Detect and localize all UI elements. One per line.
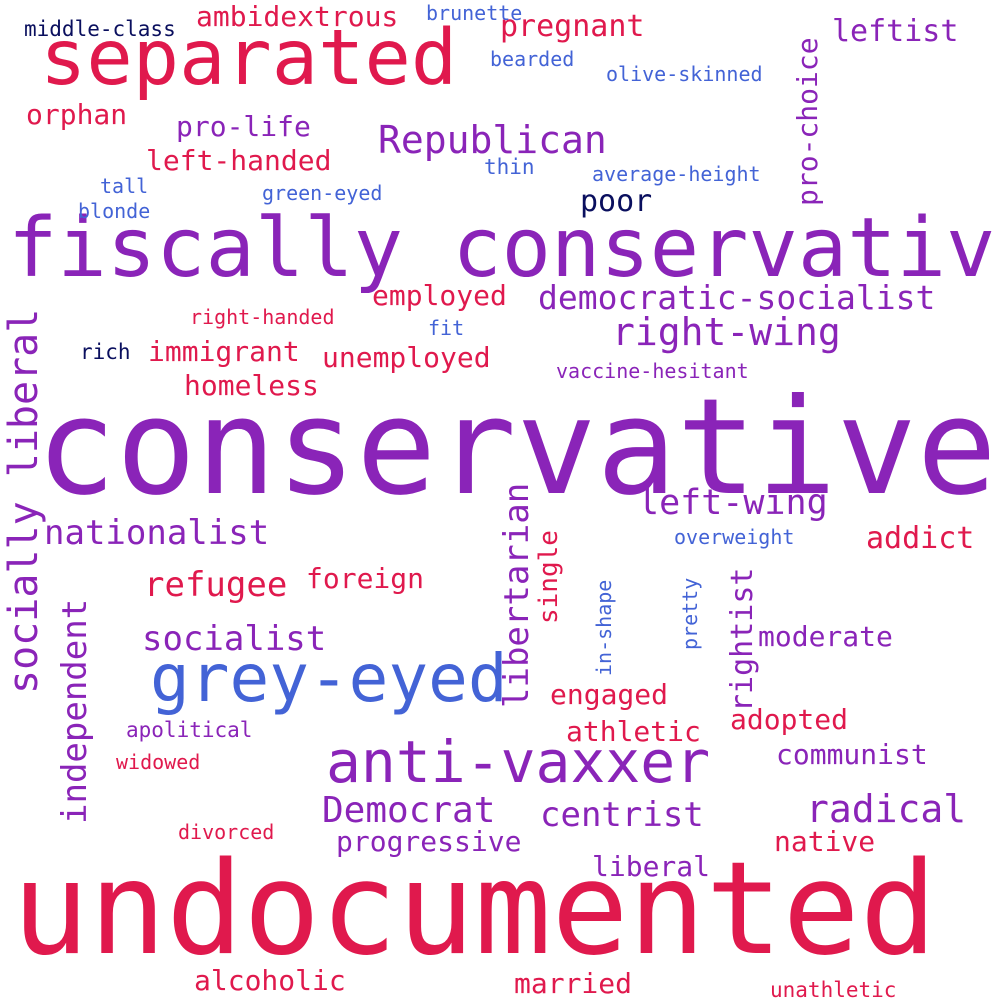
word-nationalist: nationalist bbox=[44, 513, 270, 553]
word-undocumented: undocumented bbox=[12, 835, 937, 984]
word-ambidextrous: ambidextrous bbox=[196, 0, 399, 33]
word-engaged: engaged bbox=[550, 678, 669, 711]
word-republican: Republican bbox=[378, 118, 607, 162]
word-independent: independent bbox=[55, 598, 95, 824]
word-conservative: conservative bbox=[36, 371, 997, 525]
word-rich: rich bbox=[80, 340, 131, 364]
word-orphan: orphan bbox=[26, 98, 128, 131]
word-centrist: centrist bbox=[540, 795, 704, 835]
word-divorced: divorced bbox=[178, 820, 275, 844]
word-in-shape: in-shape bbox=[592, 579, 616, 676]
word-vaccine-hesitant: vaccine-hesitant bbox=[556, 359, 749, 383]
word-pro-choice: pro-choice bbox=[791, 37, 824, 206]
word-thin: thin bbox=[484, 155, 535, 179]
word-tall: tall bbox=[100, 174, 149, 198]
word-right-handed: right-handed bbox=[190, 305, 335, 329]
word-liberal: liberal bbox=[592, 850, 711, 883]
word-democrat: Democrat bbox=[322, 790, 496, 831]
word-pregnant: pregnant bbox=[500, 9, 645, 44]
word-anti-vaxxer: anti-vaxxer bbox=[326, 728, 711, 796]
word-blonde: blonde bbox=[78, 199, 151, 223]
word-middle-class: middle-class bbox=[24, 17, 176, 41]
word-socially-liberal: socially liberal bbox=[1, 308, 47, 694]
word-pretty: pretty bbox=[678, 577, 702, 650]
word-homeless: homeless bbox=[184, 369, 319, 402]
word-single: single bbox=[534, 530, 564, 624]
word-athletic: athletic bbox=[566, 715, 701, 748]
word-fit: fit bbox=[428, 316, 465, 340]
word-married: married bbox=[514, 967, 633, 1000]
word-addict: addict bbox=[866, 521, 975, 556]
word-olive-skinned: olive-skinned bbox=[606, 62, 763, 86]
word-separated: separated bbox=[40, 14, 458, 103]
word-average-height: average-height bbox=[592, 162, 761, 186]
word-apolitical: apolitical bbox=[126, 718, 253, 742]
word-grey-eyed: grey-eyed bbox=[150, 640, 508, 717]
word-brunette: brunette bbox=[426, 1, 523, 25]
word-alcoholic: alcoholic bbox=[194, 964, 346, 997]
word-native: native bbox=[774, 825, 876, 858]
word-progressive: progressive bbox=[336, 825, 522, 858]
word-left-wing: left-wing bbox=[638, 483, 828, 523]
word-widowed: widowed bbox=[116, 750, 201, 774]
word-unathletic: unathletic bbox=[770, 978, 897, 1000]
word-democratic-socialist: democratic-socialist bbox=[538, 278, 936, 317]
word-foreign: foreign bbox=[306, 562, 425, 595]
word-unemployed: unemployed bbox=[322, 341, 491, 374]
word-right-wing: right-wing bbox=[612, 310, 841, 354]
word-employed: employed bbox=[372, 279, 507, 312]
word-overweight: overweight bbox=[674, 525, 795, 549]
word-leftist: leftist bbox=[832, 14, 959, 49]
word-immigrant: immigrant bbox=[148, 335, 300, 368]
word-bearded: bearded bbox=[490, 47, 575, 71]
word-left-handed: left-handed bbox=[146, 144, 332, 177]
word-adopted: adopted bbox=[730, 703, 849, 736]
word-refugee: refugee bbox=[144, 565, 288, 605]
word-communist: communist bbox=[776, 738, 928, 771]
word-poor: poor bbox=[580, 184, 653, 219]
word-green-eyed: green-eyed bbox=[262, 181, 383, 205]
word-pro-life: pro-life bbox=[176, 110, 311, 143]
word-moderate: moderate bbox=[758, 620, 893, 653]
word-fiscally-conservative: fiscally conservative bbox=[8, 201, 1000, 296]
word-socialist: socialist bbox=[142, 619, 327, 659]
word-libertarian: libertarian bbox=[497, 482, 537, 708]
word-rightist: rightist bbox=[725, 567, 760, 713]
word-radical: radical bbox=[806, 787, 967, 831]
